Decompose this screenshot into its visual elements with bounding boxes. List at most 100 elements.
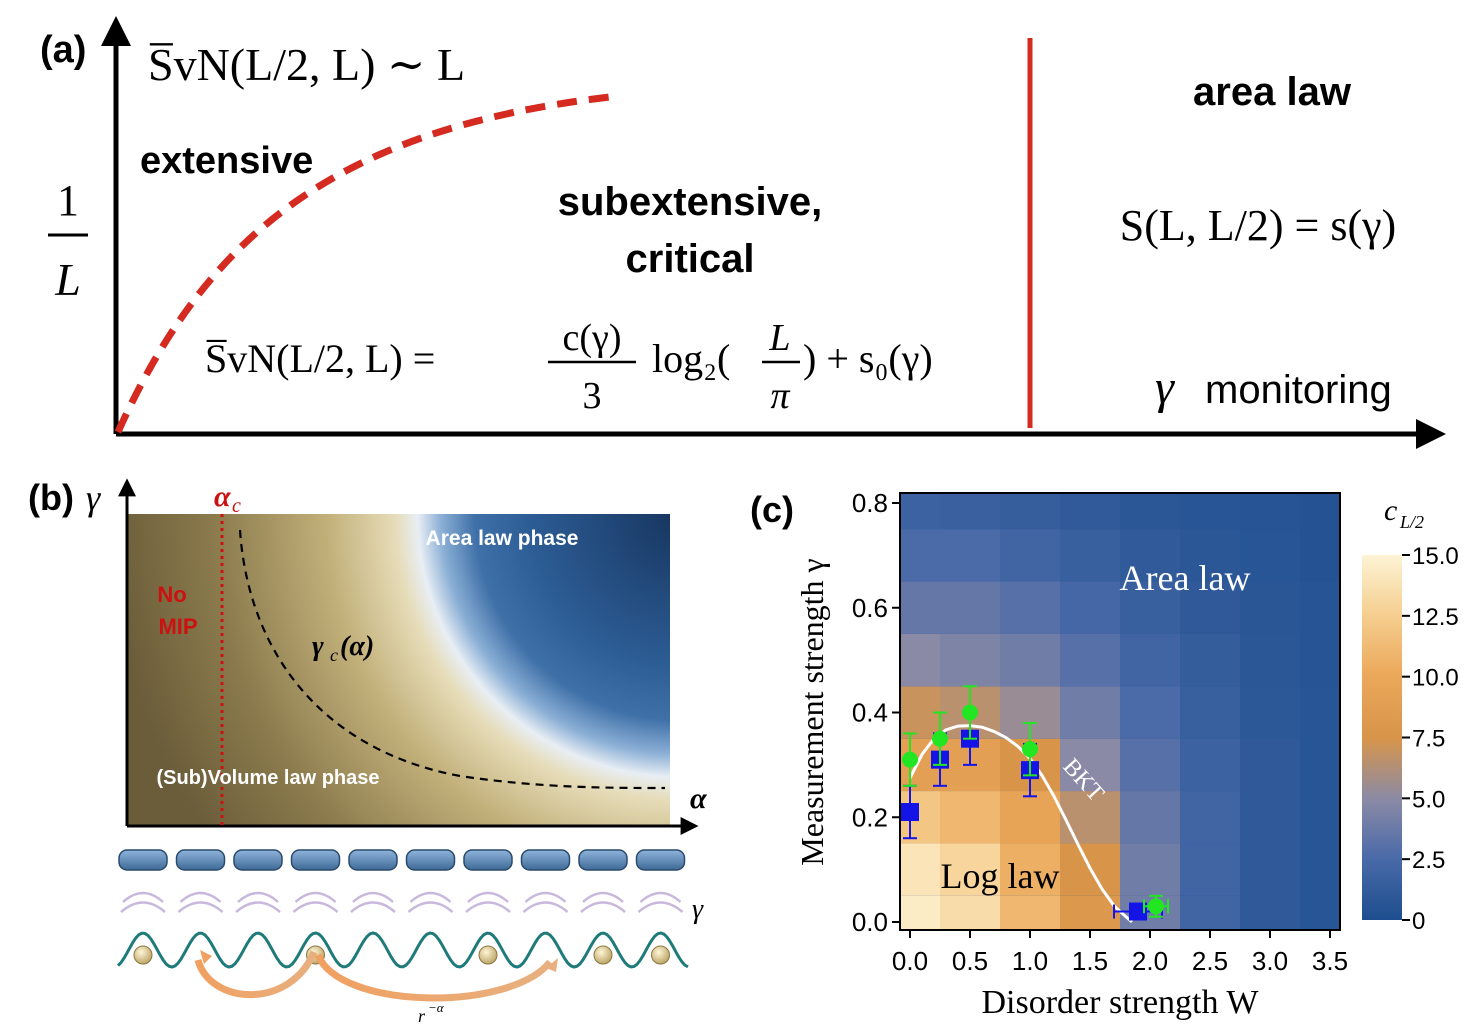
lattice-potential-wave (116, 931, 689, 969)
y-tick-label: 0.8 (852, 488, 888, 518)
heatmap-cell (900, 493, 940, 530)
measurement-pad (463, 849, 513, 871)
heatmap-cell (1000, 895, 1060, 930)
area-law-formula: S(L, L/2) = s(γ) (1120, 201, 1396, 250)
y-axis-title: Measurement strength γ (794, 558, 830, 865)
heatmap-cell (1240, 895, 1300, 930)
x-tick-label: 2.0 (1132, 946, 1168, 976)
lattice-particle (593, 945, 613, 965)
log-formula-pi: π (770, 375, 790, 417)
colorbar (1362, 555, 1402, 920)
y-axis-ticks: 0.0 0.2 0.4 0.6 0.8 (852, 488, 900, 937)
measurement-arc (352, 891, 394, 903)
y-tick-label: 0.6 (852, 593, 888, 623)
panel-c: (c) 0.0 0.5 1.0 1.5 2.0 2.5 3.0 3.5 0.00.20.40.… (750, 488, 1459, 1021)
coupling-arc-right (314, 953, 553, 1002)
heatmap-cell (940, 529, 1000, 582)
heatmap-cell (1060, 493, 1120, 530)
x-tick-label: 3.5 (1312, 946, 1348, 976)
heatmap-cell (1240, 738, 1300, 792)
heatmap-cell (1120, 633, 1180, 687)
area-law-label: area law (1193, 70, 1352, 114)
heatmap-cell (1000, 791, 1060, 844)
green-circle-point (1148, 898, 1164, 915)
green-circle-point (932, 730, 948, 747)
data-series (901, 685, 1169, 921)
heatmap-cell (1000, 581, 1060, 634)
heatmap-cell (940, 493, 1000, 530)
heatmap-cell (1300, 633, 1340, 687)
volume-law-phase-label: (Sub)Volume law phase (157, 767, 380, 789)
log-formula-numerator: c(γ) (563, 317, 622, 359)
colorbar-tick-label: 0 (1412, 908, 1425, 935)
chain-gamma-label: γ (692, 894, 704, 925)
heatmap-cell (900, 895, 940, 930)
heatmap-cell (940, 791, 1000, 844)
measurement-pad (118, 849, 168, 871)
heatmap-cell (1240, 633, 1300, 687)
heatmap-cell (1180, 791, 1240, 844)
lattice-particle (133, 945, 153, 965)
heatmap-cell (1240, 686, 1300, 739)
x-axis-title: Disorder strength W (982, 984, 1260, 1021)
heatmap-cell (1240, 493, 1300, 530)
measurement-arc (120, 901, 166, 913)
panel-a: (a) 1 L S̅vN(L/2, L) ∼ L extensive subex… (40, 16, 1446, 449)
log-formula-L: L (768, 317, 790, 359)
measurement-arc (177, 901, 224, 913)
heatmap-cell (1180, 633, 1240, 687)
heatmap-cell (940, 581, 1000, 634)
gamma-c-label: γ (312, 631, 324, 662)
heatmap-cell (1300, 581, 1340, 634)
heatmap-cell (1000, 493, 1060, 530)
heatmap-cell (1000, 633, 1060, 687)
heatmap-cell (1180, 529, 1240, 582)
measurement-pad (348, 849, 398, 871)
measurement-arc (582, 891, 624, 903)
x-tick-label: 2.5 (1192, 946, 1228, 976)
alpha-c-subscript: c (232, 495, 241, 517)
extensive-label: extensive (140, 140, 313, 182)
heatmap-cell (940, 895, 1000, 930)
coupling-arrowhead-right (546, 958, 558, 972)
measurement-arc (350, 901, 396, 913)
heatmap-cell (1060, 633, 1120, 687)
blue-square-point (901, 803, 919, 822)
measurement-pad (520, 849, 571, 871)
heatmap-cell (1180, 895, 1240, 930)
heatmap-cell (900, 633, 940, 687)
measurement-arc (237, 891, 279, 903)
log-formula-denominator: 3 (583, 375, 602, 417)
heatmap-cell (1180, 738, 1240, 792)
colorbar-tick-label: 2.5 (1412, 847, 1445, 874)
heatmap-cell (1060, 686, 1120, 739)
subextensive-label-1: subextensive, (558, 180, 823, 224)
x-axis-gamma: γ (1155, 361, 1175, 414)
measurement-arc (467, 891, 509, 903)
x-tick-label: 1.0 (1012, 946, 1048, 976)
gamma-c-argument: (α) (340, 631, 374, 662)
colorbar-tick-label: 15.0 (1412, 543, 1459, 570)
area-law-phase-label: Area law phase (426, 527, 579, 550)
heatmap-cell (1060, 529, 1120, 582)
colorbar-tick-label: 7.5 (1412, 726, 1445, 753)
heatmap-cell (1180, 581, 1240, 634)
heatmap-cell (1240, 843, 1300, 896)
area-law-region-label: Area law (1120, 558, 1251, 598)
extensive-boundary-curve (114, 93, 611, 434)
log-law-region-label: Log law (941, 856, 1060, 896)
heatmap-cell (1120, 843, 1180, 896)
heatmap-cell (1180, 843, 1240, 896)
y-tick-label: 0.2 (852, 802, 888, 832)
measurement-pad (405, 849, 456, 871)
heatmap-cell (1120, 738, 1180, 792)
heatmap-cell (1300, 895, 1340, 930)
colorbar-title: c (1384, 494, 1397, 527)
x-tick-label: 3.0 (1252, 946, 1288, 976)
panel-c-label: (c) (750, 489, 794, 530)
colorbar-tick-label: 5.0 (1412, 786, 1445, 813)
measurement-arc (407, 901, 454, 913)
x-tick-label: 1.5 (1072, 946, 1108, 976)
